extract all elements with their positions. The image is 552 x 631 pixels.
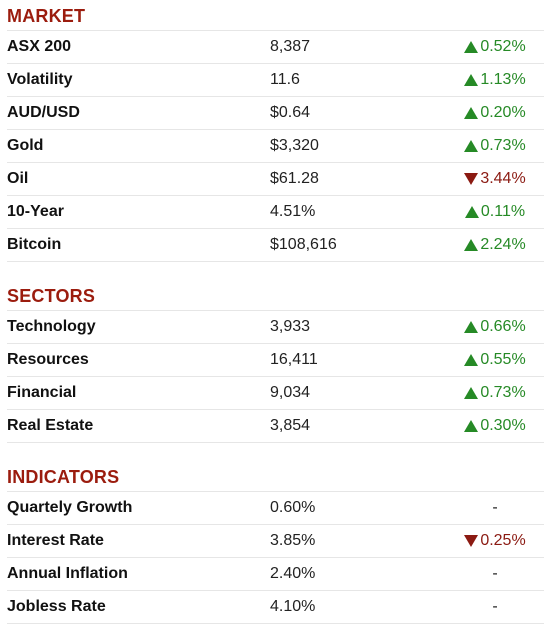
- triangle-up-icon: [464, 387, 479, 399]
- row-name: Jobless Rate: [7, 598, 106, 615]
- triangle-up-icon: [464, 239, 479, 251]
- row-name: Annual Inflation: [7, 565, 128, 582]
- triangle-up-icon: [464, 420, 479, 432]
- row-value: 2.40%: [270, 565, 316, 582]
- row-change-value: 0.55%: [480, 351, 526, 368]
- triangle-up-icon: [464, 354, 479, 366]
- row-change: 0.52%: [446, 38, 544, 56]
- row-value: 3.85%: [270, 532, 316, 549]
- table-row[interactable]: 10-Year 4.51% 0.11%: [7, 196, 544, 229]
- row-value: $3,320: [270, 137, 319, 154]
- row-change-value: 0.73%: [480, 137, 526, 154]
- row-name: Quartely Growth: [7, 499, 133, 516]
- sectors-section: Technology 3,933 0.66% Resources 16,411 0.55…: [7, 311, 544, 443]
- table-row[interactable]: Volatility 11.6 1.13%: [7, 64, 544, 97]
- table-row[interactable]: Oil $61.28 3.44%: [7, 163, 544, 196]
- row-change-value: 3.44%: [480, 170, 526, 187]
- triangle-up-icon: [464, 140, 479, 152]
- table-row[interactable]: Annual Inflation 2.40% -: [7, 558, 544, 591]
- section-title-market: MARKET: [7, 2, 544, 31]
- triangle-up-icon: [464, 74, 479, 86]
- row-change-value: 0.52%: [480, 38, 526, 55]
- row-name: 10-Year: [7, 203, 64, 220]
- market-section: ASX 200 8,387 0.52% Volatility 11.6 1.13% AU…: [7, 31, 544, 262]
- table-row[interactable]: Financial 9,034 0.73%: [7, 377, 544, 410]
- row-change: 1.13%: [446, 71, 544, 89]
- row-change: 0.11%: [446, 203, 544, 221]
- table-row[interactable]: Real Estate 3,854 0.30%: [7, 410, 544, 443]
- row-change-value: 2.24%: [480, 236, 526, 253]
- row-change: -: [446, 565, 544, 583]
- table-row[interactable]: Interest Rate 3.85% 0.25%: [7, 525, 544, 558]
- row-change-value: 0.11%: [480, 203, 526, 220]
- row-change: 3.44%: [446, 170, 544, 188]
- row-value: 16,411: [270, 351, 318, 368]
- triangle-up-icon: [464, 107, 479, 119]
- table-row[interactable]: Bitcoin $108,616 2.24%: [7, 229, 544, 262]
- market-widget: MARKET ASX 200 8,387 0.52% Volatility 11.6 1…: [0, 2, 544, 624]
- row-name: Resources: [7, 351, 89, 368]
- row-value: 3,854: [270, 417, 311, 434]
- row-value: $0.64: [270, 104, 311, 121]
- section-title-sectors: SECTORS: [7, 282, 544, 311]
- row-name: Financial: [7, 384, 77, 401]
- row-change-value: -: [492, 598, 498, 615]
- row-change: 0.30%: [446, 417, 544, 435]
- row-change-value: 0.20%: [480, 104, 526, 121]
- row-value: 4.51%: [270, 203, 316, 220]
- row-value: 3,933: [270, 318, 311, 335]
- row-change: 0.20%: [446, 104, 544, 122]
- row-change: 2.24%: [446, 236, 544, 254]
- row-name: Interest Rate: [7, 532, 104, 549]
- row-change-value: 0.30%: [480, 417, 526, 434]
- section-spacer: [7, 443, 544, 463]
- triangle-up-icon: [464, 206, 479, 218]
- row-name: Oil: [7, 170, 29, 187]
- row-name: Real Estate: [7, 417, 94, 434]
- indicators-section: Quartely Growth 0.60% - Interest Rate 3.85%…: [7, 492, 544, 624]
- row-name: ASX 200: [7, 38, 72, 55]
- table-row[interactable]: ASX 200 8,387 0.52%: [7, 31, 544, 64]
- row-change-value: -: [492, 565, 498, 582]
- row-change-value: 0.25%: [480, 532, 526, 549]
- row-value: $61.28: [270, 170, 319, 187]
- row-change-value: -: [492, 499, 498, 516]
- table-row[interactable]: Gold $3,320 0.73%: [7, 130, 544, 163]
- row-change-value: 0.66%: [480, 318, 526, 335]
- row-value: 4.10%: [270, 598, 316, 615]
- row-change-value: 0.73%: [480, 384, 526, 401]
- row-change: 0.55%: [446, 351, 544, 369]
- row-change: 0.25%: [446, 532, 544, 550]
- row-name: Bitcoin: [7, 236, 62, 253]
- row-change-value: 1.13%: [480, 71, 526, 88]
- triangle-up-icon: [464, 41, 479, 53]
- table-row[interactable]: AUD/USD $0.64 0.20%: [7, 97, 544, 130]
- table-row[interactable]: Quartely Growth 0.60% -: [7, 492, 544, 525]
- triangle-down-icon: [464, 535, 479, 547]
- table-row[interactable]: Technology 3,933 0.66%: [7, 311, 544, 344]
- row-value: $108,616: [270, 236, 337, 253]
- row-change: -: [446, 598, 544, 616]
- row-value: 9,034: [270, 384, 311, 401]
- row-change: 0.73%: [446, 137, 544, 155]
- row-name: Volatility: [7, 71, 73, 88]
- row-value: 11.6: [270, 71, 300, 88]
- row-change: 0.73%: [446, 384, 544, 402]
- table-row[interactable]: Resources 16,411 0.55%: [7, 344, 544, 377]
- row-name: Technology: [7, 318, 96, 335]
- triangle-down-icon: [464, 173, 479, 185]
- section-spacer: [7, 262, 544, 282]
- row-value: 0.60%: [270, 499, 316, 516]
- row-name: AUD/USD: [7, 104, 80, 121]
- table-row[interactable]: Jobless Rate 4.10% -: [7, 591, 544, 624]
- row-value: 8,387: [270, 38, 311, 55]
- row-change: 0.66%: [446, 318, 544, 336]
- section-title-indicators: INDICATORS: [7, 463, 544, 492]
- row-change: -: [446, 499, 544, 517]
- row-name: Gold: [7, 137, 44, 154]
- triangle-up-icon: [464, 321, 479, 333]
